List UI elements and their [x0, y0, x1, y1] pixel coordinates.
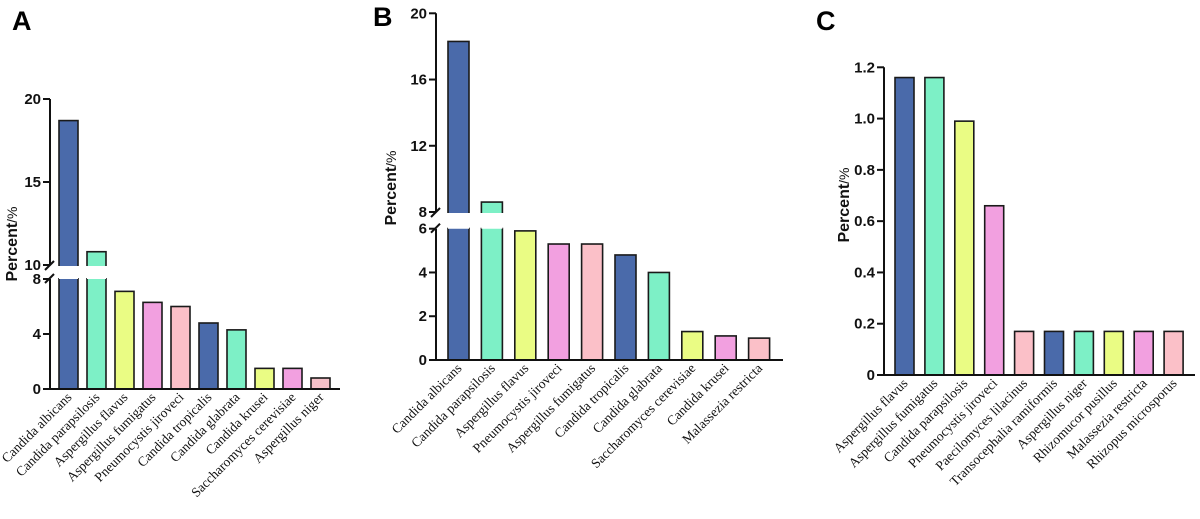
bar-7: [647, 271, 671, 361]
bar-5: [1013, 330, 1035, 376]
panel-c: C 00.20.40.60.81.01.2Percent/%Aspergillu…: [816, 6, 1195, 489]
bar-8: [1103, 330, 1125, 376]
bar-3: [513, 230, 537, 361]
y-tick-label: 15: [24, 174, 41, 191]
bar-1: [447, 40, 470, 361]
axis-break-gap: [430, 213, 783, 228]
bar-6: [614, 254, 637, 361]
y-axis-title: Percent/%: [383, 150, 400, 225]
bar-4: [142, 301, 163, 390]
bar-9: [282, 367, 303, 390]
bar-6: [1043, 330, 1065, 376]
y-tick-label: 20: [410, 5, 427, 22]
y-tick-label: 2: [419, 308, 427, 325]
y-tick-label: 0: [33, 381, 41, 398]
bar-5: [580, 243, 604, 361]
y-axis-title-unit: /%: [383, 150, 399, 166]
y-tick-label: 0.4: [854, 264, 876, 281]
y-tick-label: 0: [867, 367, 875, 384]
y-tick-label: 6: [419, 221, 427, 238]
y-tick-label: 0.8: [854, 162, 875, 179]
panel-letter-c: C: [816, 6, 836, 36]
bar-8: [680, 330, 704, 361]
bar-2: [924, 76, 945, 376]
bar-8: [254, 367, 275, 390]
y-axis-title-unit: /%: [4, 206, 20, 222]
bar-9: [714, 335, 738, 361]
y-tick-label: 4: [33, 326, 42, 343]
bar-9: [1133, 330, 1154, 376]
bar-10: [747, 337, 771, 361]
y-tick-label: 0.6: [854, 213, 875, 230]
bar-3: [953, 120, 975, 376]
y-axis-title: Percent/%: [836, 167, 853, 242]
bar-7: [226, 329, 247, 390]
y-tick-label: 4: [419, 264, 428, 281]
axis-break-gap: [44, 266, 340, 278]
y-axis-title-text: Percent: [4, 222, 21, 281]
y-axis-title: Percent/%: [4, 206, 21, 281]
bar-6: [198, 322, 219, 390]
y-tick-label: 0.2: [854, 316, 875, 333]
panel-letter-a: A: [12, 6, 32, 36]
y-tick-label: 1.0: [854, 111, 875, 128]
y-tick-label: 8: [33, 271, 41, 288]
bar-4: [547, 243, 571, 361]
y-tick-label: 1.2: [854, 59, 875, 76]
y-tick-label: 10: [24, 257, 41, 274]
y-tick-label: 12: [410, 138, 427, 155]
bar-10: [1163, 330, 1184, 376]
y-axis-title-text: Percent: [383, 166, 400, 225]
y-axis-title-unit: /%: [836, 167, 852, 183]
bar-3: [114, 290, 135, 390]
bar-4: [983, 204, 1005, 376]
y-tick-label: 0: [419, 352, 427, 369]
y-axis-title-text: Percent: [836, 183, 853, 242]
y-tick-label: 20: [24, 91, 41, 108]
bar-7: [1073, 330, 1095, 376]
y-tick-label: 8: [419, 204, 427, 221]
bar-1: [894, 76, 915, 376]
bar-1: [58, 119, 79, 390]
bar-10: [310, 377, 331, 390]
bar-5: [170, 305, 191, 390]
y-tick-label: 16: [410, 72, 427, 89]
panel-letter-b: B: [373, 2, 393, 32]
